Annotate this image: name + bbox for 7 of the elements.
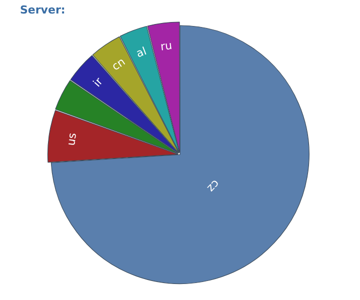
slice-label: al: [134, 44, 148, 60]
slice-label: cn: [110, 55, 128, 74]
chart-title: Server:: [20, 3, 66, 16]
slice-label: us: [64, 132, 80, 146]
slice-label: ru: [160, 38, 173, 54]
slice-label: cz: [204, 177, 222, 195]
slice-label: ir: [90, 74, 106, 90]
